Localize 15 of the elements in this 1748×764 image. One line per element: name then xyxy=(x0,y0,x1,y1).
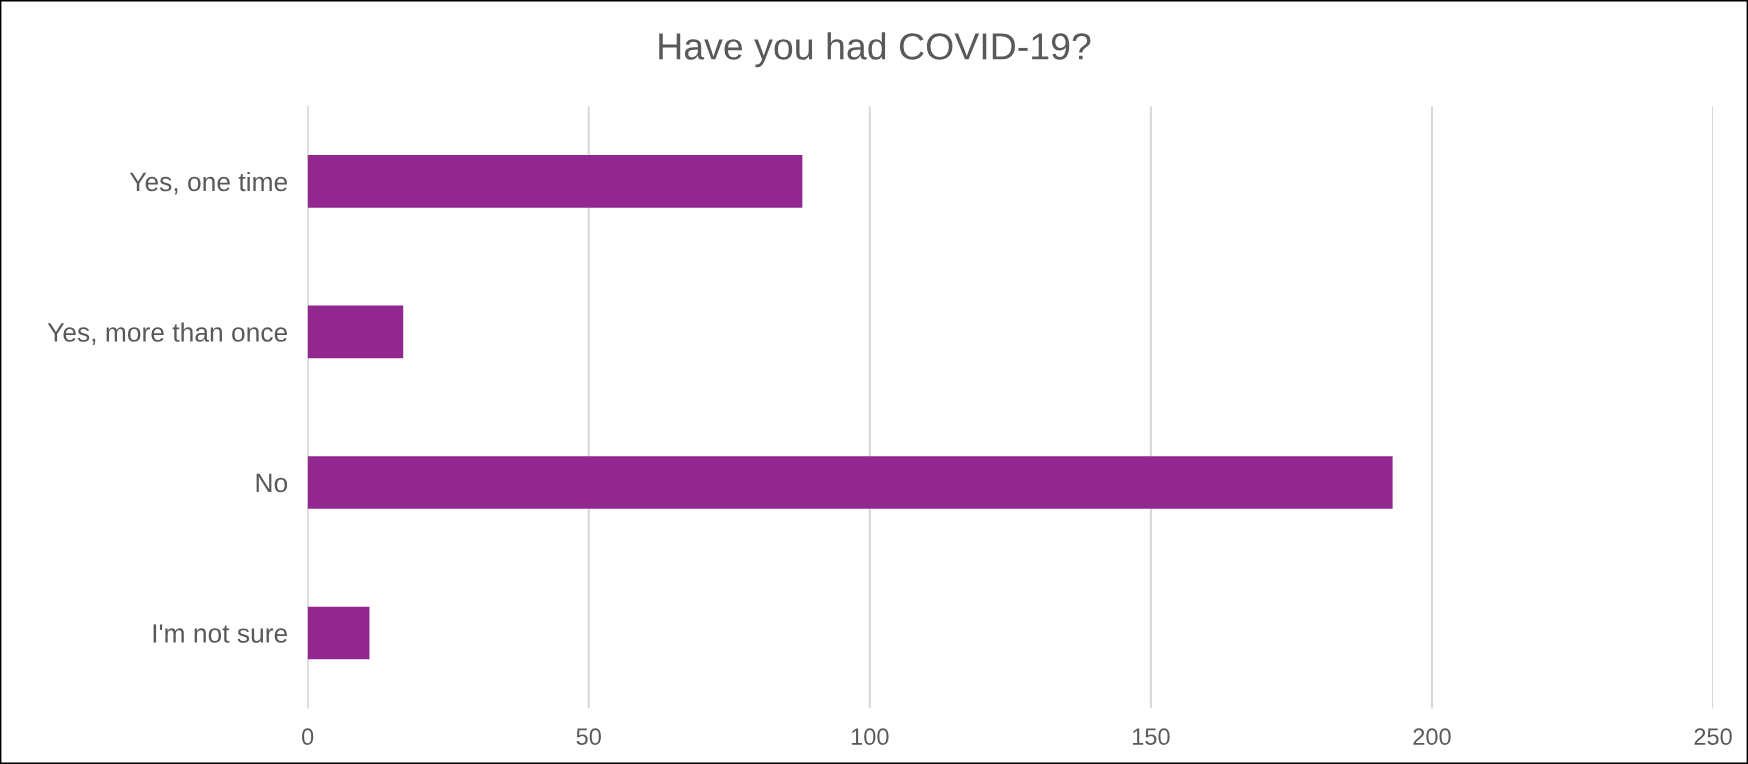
bar xyxy=(307,606,370,660)
y-tick-label: No xyxy=(256,473,288,493)
bar xyxy=(307,155,803,208)
x-tick-label: 0 xyxy=(302,728,314,746)
bar xyxy=(307,456,1393,509)
y-tick-label: I'm not sure xyxy=(153,624,288,643)
x-tick-label: 250 xyxy=(1694,728,1732,746)
y-tick-label: Yes, one time xyxy=(129,171,288,195)
x-tick-label: 150 xyxy=(1132,728,1170,746)
chart-title: Have you had COVID-19? xyxy=(659,32,1091,68)
x-tick-label: 50 xyxy=(576,728,601,746)
x-tick-label: 100 xyxy=(851,728,889,746)
bar xyxy=(307,305,404,359)
x-tick-label: 200 xyxy=(1413,728,1451,746)
y-tick-label: Yes, more than once xyxy=(47,322,288,345)
